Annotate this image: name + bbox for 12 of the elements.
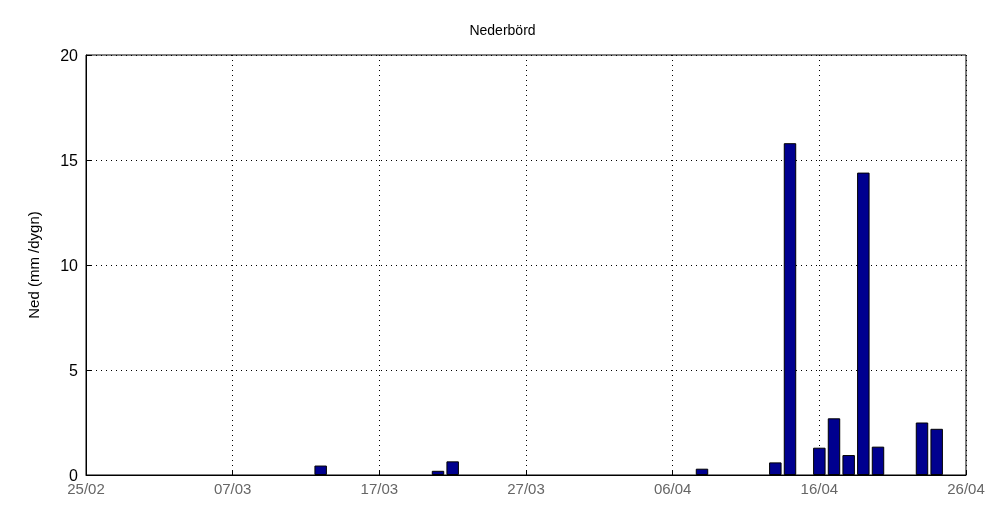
y-axis-title: Ned (mm /dygn) [25, 211, 42, 319]
x-tick-label: 26/04 [947, 480, 985, 497]
x-tick-label: 06/04 [653, 480, 692, 497]
chart-title: Nederbörd [469, 22, 536, 38]
y-tick-label: 5 [69, 361, 79, 379]
x-tick-label: 16/04 [800, 480, 839, 497]
y-tick-label: 20 [60, 46, 79, 64]
y-tick-label: 15 [60, 151, 79, 169]
x-tick-label: 17/03 [360, 480, 399, 497]
x-tick-label: 07/03 [213, 480, 252, 497]
x-tick-label: 27/03 [507, 480, 545, 497]
y-tick-label: 10 [60, 256, 79, 274]
